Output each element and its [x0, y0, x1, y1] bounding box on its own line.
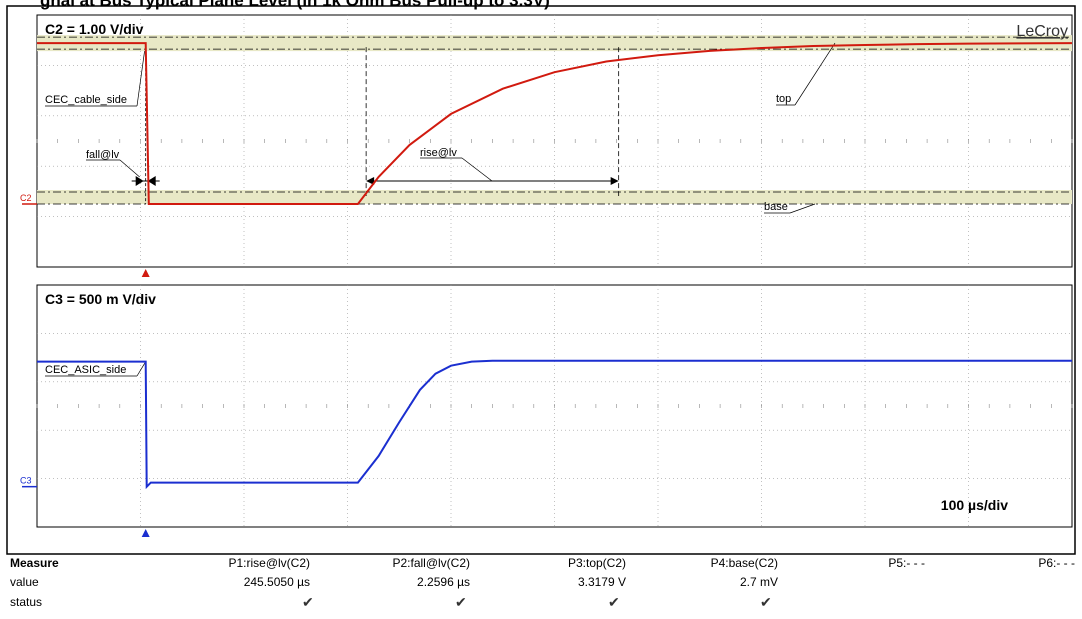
row-label-status: status: [10, 595, 43, 609]
annotation-base: base: [764, 201, 788, 213]
panel-c3: [22, 284, 1073, 528]
param-p2-name: P2:fall@lv(C2): [392, 556, 470, 570]
row-label-value: value: [10, 575, 39, 589]
rise-arrowhead-right: [610, 177, 619, 185]
panel-c3-title: C3 = 500 m V/div: [45, 291, 156, 307]
param-p3-value: 3.3179 V: [577, 575, 626, 589]
top-band: [37, 35, 1072, 52]
trace-label-c3: CEC_ASIC_side: [45, 364, 126, 376]
panel-c2-title: C2 = 1.00 V/div: [45, 21, 144, 37]
param-p2-value: 2.2596 µs: [417, 575, 470, 589]
param-p1-name: P1:rise@lv(C2): [228, 556, 310, 570]
trace-c3: [37, 359, 1072, 490]
base-band: [37, 190, 1072, 204]
measure-header: Measure: [10, 556, 59, 570]
param-p4-status-check-icon: ✔: [760, 594, 772, 610]
annotation-top: top: [776, 93, 791, 105]
param-p1-value: 245.5050 µs: [243, 575, 310, 589]
rise-arrowhead-left: [366, 177, 375, 185]
channel-marker-c3: C3: [20, 476, 32, 486]
channel-marker-c2: C2: [20, 193, 32, 203]
annotation-top-leader: [794, 42, 836, 106]
brand-logo: LeCroy: [1016, 23, 1068, 40]
trigger-marker-c2: [141, 269, 150, 277]
annotation-fall: fall@lv: [86, 149, 120, 161]
param-p3-status-check-icon: ✔: [608, 594, 620, 610]
param-p3-name: P3:top(C2): [567, 556, 626, 570]
param-p4-name: P4:base(C2): [710, 556, 778, 570]
trace-label-leader: [136, 361, 146, 377]
trigger-marker-c3: [141, 529, 150, 537]
trace-label-c2: CEC_cable_side: [45, 94, 127, 106]
annotation-rise: rise@lv: [420, 147, 457, 159]
param-p6-name: P6:- - -: [1038, 556, 1075, 570]
figure-frame: [6, 5, 1076, 555]
oscilloscope-display: C2 = 1.00 V/div CEC_cable_side C2 rise@lv fa…: [6, 5, 1076, 555]
param-p4-value: 2.7 mV: [739, 575, 778, 589]
annotation-rise-leader: [461, 157, 493, 182]
param-p2-status-check-icon: ✔: [455, 594, 467, 610]
timebase-label: 100 µs/div: [941, 497, 1008, 513]
trace-label-leader: [136, 43, 147, 107]
param-p1-status-check-icon: ✔: [302, 594, 314, 610]
annotation-base-leader: [789, 203, 816, 214]
header-title: gnal at Bus Typical Plane Level (in 1k O…: [40, 0, 550, 10]
annotation-fall-leader: [119, 159, 140, 178]
trace-c2: [37, 42, 1073, 205]
param-p5-name: P5:- - -: [888, 556, 925, 570]
panel-c2: [22, 14, 1073, 268]
